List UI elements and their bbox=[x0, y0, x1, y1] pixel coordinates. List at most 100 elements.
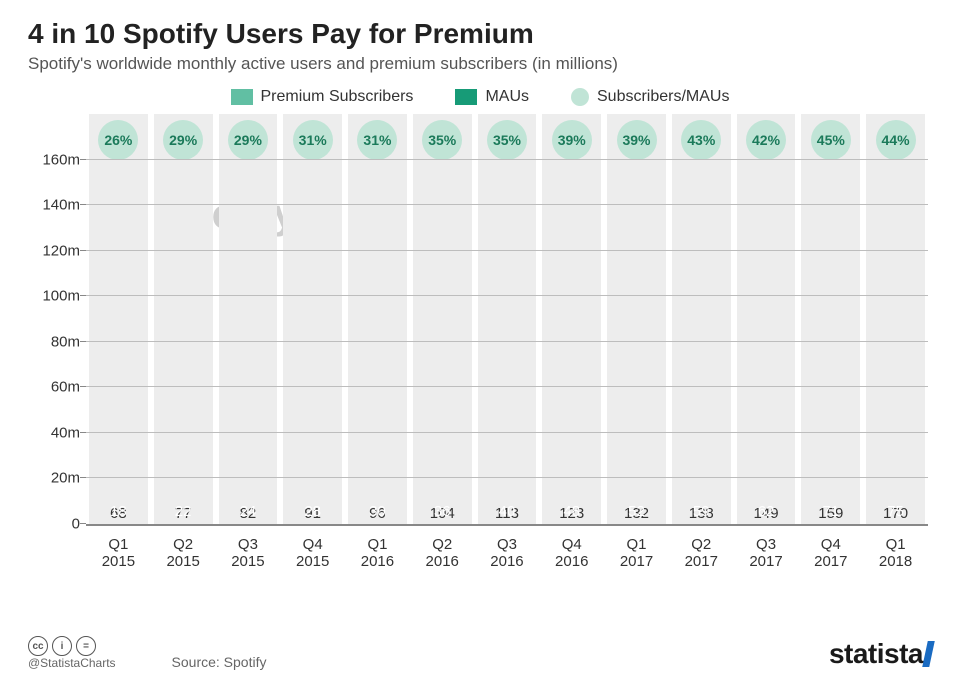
column-bg bbox=[413, 114, 472, 524]
xaxis-label: Q12016 bbox=[345, 530, 410, 584]
chart-column: 45%15971 bbox=[798, 114, 863, 524]
xaxis-label: Q12018 bbox=[863, 530, 928, 584]
source-label: Source: Spotify bbox=[172, 654, 267, 670]
xaxis-label: Q32017 bbox=[734, 530, 799, 584]
chart-column: 26%6818 bbox=[86, 114, 151, 524]
yaxis-tick bbox=[80, 295, 86, 296]
bar-premium-label: 28 bbox=[304, 503, 321, 520]
chart-column: 42%14962 bbox=[734, 114, 799, 524]
legend-label: Subscribers/MAUs bbox=[597, 88, 729, 106]
brand-accent bbox=[922, 641, 935, 667]
column-bg bbox=[672, 114, 731, 524]
legend-label: Premium Subscribers bbox=[261, 88, 414, 106]
bar-premium-label: 52 bbox=[628, 503, 645, 520]
chart-subtitle: Spotify's worldwide monthly active users… bbox=[28, 54, 932, 74]
legend-swatch-premium bbox=[231, 89, 253, 105]
chart-column: 31%9630 bbox=[345, 114, 410, 524]
yaxis-label: 60m bbox=[51, 379, 86, 396]
footer: cci= @StatistaCharts Source: Spotify sta… bbox=[28, 636, 932, 670]
bar-premium-label: 62 bbox=[758, 503, 775, 520]
bar-premium-label: 22 bbox=[175, 503, 192, 520]
chart-column: 43%13859 bbox=[669, 114, 734, 524]
brand-logo: statista bbox=[829, 638, 932, 670]
bar-premium-label: 59 bbox=[693, 503, 710, 520]
column-bg bbox=[283, 114, 342, 524]
column-bg bbox=[219, 114, 278, 524]
gridline bbox=[86, 295, 928, 296]
legend-ratio: Subscribers/MAUs bbox=[571, 88, 729, 106]
chart-column: 29%7722 bbox=[151, 114, 216, 524]
plot-area: 26%681829%772229%822431%912831%963035%10… bbox=[86, 114, 928, 526]
cc-icon: cc bbox=[28, 636, 48, 656]
ratio-badge: 42% bbox=[746, 120, 786, 160]
yaxis-tick bbox=[80, 477, 86, 478]
column-bg bbox=[801, 114, 860, 524]
ratio-badge: 31% bbox=[293, 120, 333, 160]
chart-column: 35%11340 bbox=[475, 114, 540, 524]
yaxis-tick bbox=[80, 341, 86, 342]
chart-title: 4 in 10 Spotify Users Pay for Premium bbox=[28, 18, 932, 50]
chart-column: 29%8224 bbox=[216, 114, 281, 524]
legend-label: MAUs bbox=[485, 88, 529, 106]
bar-premium-label: 71 bbox=[822, 503, 839, 520]
xaxis-label: Q42017 bbox=[798, 530, 863, 584]
handle: @StatistaCharts bbox=[28, 656, 116, 670]
column-container: 26%681829%772229%822431%912831%963035%10… bbox=[86, 114, 928, 524]
column-bg bbox=[542, 114, 601, 524]
column-bg bbox=[737, 114, 796, 524]
yaxis-tick bbox=[80, 432, 86, 433]
gridline bbox=[86, 386, 928, 387]
yaxis-label: 80m bbox=[51, 333, 86, 350]
legend-swatch-ratio bbox=[571, 88, 589, 106]
xaxis-label: Q12017 bbox=[604, 530, 669, 584]
xaxis-label: Q12015 bbox=[86, 530, 151, 584]
ratio-badge: 26% bbox=[98, 120, 138, 160]
legend-maus: MAUs bbox=[455, 88, 529, 106]
brand-text: statista bbox=[829, 638, 923, 670]
yaxis-tick bbox=[80, 204, 86, 205]
chart-column: 35%10436 bbox=[410, 114, 475, 524]
yaxis-label: 140m bbox=[42, 197, 86, 214]
xaxis-label: Q42015 bbox=[280, 530, 345, 584]
xaxis-label: Q22016 bbox=[410, 530, 475, 584]
legend: Premium Subscribers MAUs Subscribers/MAU… bbox=[28, 88, 932, 106]
chart-column: 39%12348 bbox=[539, 114, 604, 524]
legend-premium: Premium Subscribers bbox=[231, 88, 414, 106]
gridline bbox=[86, 477, 928, 478]
xaxis-label: Q32016 bbox=[475, 530, 540, 584]
bar-premium-label: 18 bbox=[110, 503, 127, 520]
bar-premium-label: 30 bbox=[369, 503, 386, 520]
cc-icon: = bbox=[76, 636, 96, 656]
ratio-badge: 29% bbox=[228, 120, 268, 160]
yaxis-label: 40m bbox=[51, 424, 86, 441]
xaxis-label: Q22017 bbox=[669, 530, 734, 584]
column-bg bbox=[607, 114, 666, 524]
bar-premium-label: 24 bbox=[240, 503, 257, 520]
bar-premium-label: 48 bbox=[563, 503, 580, 520]
chart-area: Spotify 26%681829%772229%822431%912831%9… bbox=[28, 114, 932, 584]
yaxis-tick bbox=[80, 386, 86, 387]
cc-icon: i bbox=[52, 636, 72, 656]
ratio-badge: 45% bbox=[811, 120, 851, 160]
bar-premium-label: 36 bbox=[434, 503, 451, 520]
gridline bbox=[86, 204, 928, 205]
ratio-badge: 29% bbox=[163, 120, 203, 160]
xaxis-labels: Q12015Q22015Q32015Q42015Q12016Q22016Q320… bbox=[86, 530, 928, 584]
ratio-badge: 31% bbox=[357, 120, 397, 160]
ratio-badge: 44% bbox=[876, 120, 916, 160]
chart-column: 31%9128 bbox=[280, 114, 345, 524]
column-bg bbox=[866, 114, 925, 524]
yaxis-tick bbox=[80, 250, 86, 251]
column-bg bbox=[478, 114, 537, 524]
xaxis-label: Q22015 bbox=[151, 530, 216, 584]
legend-swatch-maus bbox=[455, 89, 477, 105]
ratio-badge: 35% bbox=[422, 120, 462, 160]
column-bg bbox=[348, 114, 407, 524]
yaxis-label: 0 bbox=[72, 516, 86, 533]
yaxis-label: 160m bbox=[42, 151, 86, 168]
ratio-badge: 35% bbox=[487, 120, 527, 160]
ratio-badge: 43% bbox=[681, 120, 721, 160]
gridline bbox=[86, 250, 928, 251]
cc-badges: cci= bbox=[28, 636, 116, 656]
yaxis-label: 100m bbox=[42, 288, 86, 305]
